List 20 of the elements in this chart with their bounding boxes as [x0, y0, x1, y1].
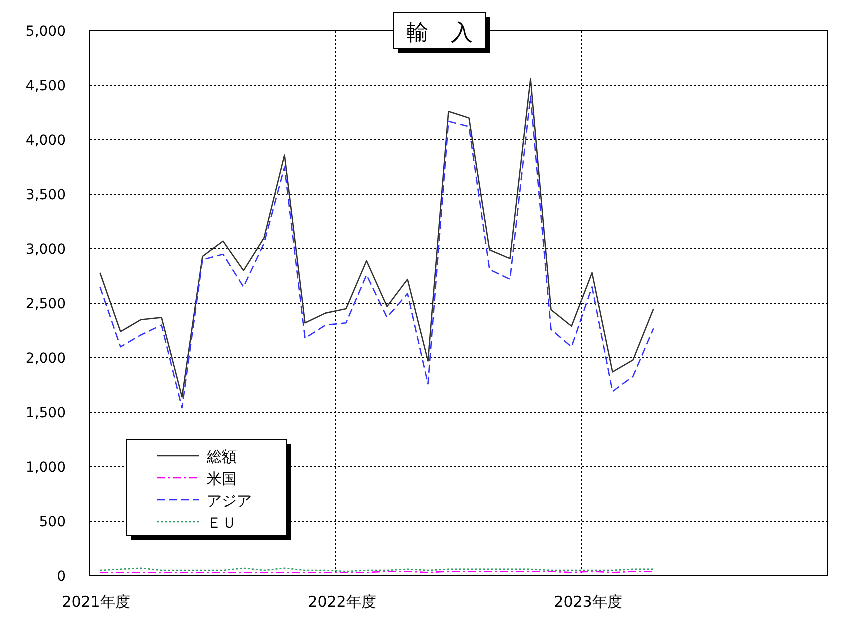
y-tick-label: 4,000	[26, 133, 66, 149]
y-tick-label: 500	[39, 514, 66, 530]
y-tick-label: 1,500	[26, 406, 66, 422]
y-tick-label: 4,500	[26, 78, 66, 94]
title: 輸 入	[394, 12, 490, 53]
x-tick-label: 2023年度	[554, 593, 622, 611]
y-tick-label: 2,500	[26, 296, 66, 312]
legend-label: 総額	[206, 448, 237, 466]
y-tick-label: 1,000	[26, 460, 66, 476]
legend-label: 米国	[207, 470, 237, 488]
legend-label: ＥＵ	[207, 514, 237, 532]
y-tick-label: 3,000	[26, 242, 66, 258]
y-tick-label: 3,500	[26, 188, 66, 204]
y-tick-label: 2,000	[26, 351, 66, 367]
legend-label: アジア	[207, 492, 252, 510]
chart-title: 輸 入	[407, 21, 473, 46]
y-tick-label: 0	[57, 569, 66, 585]
y-tick-label: 5,000	[26, 24, 66, 40]
x-tick-label: 2022年度	[308, 593, 376, 611]
x-tick-label: 2021年度	[62, 593, 130, 611]
